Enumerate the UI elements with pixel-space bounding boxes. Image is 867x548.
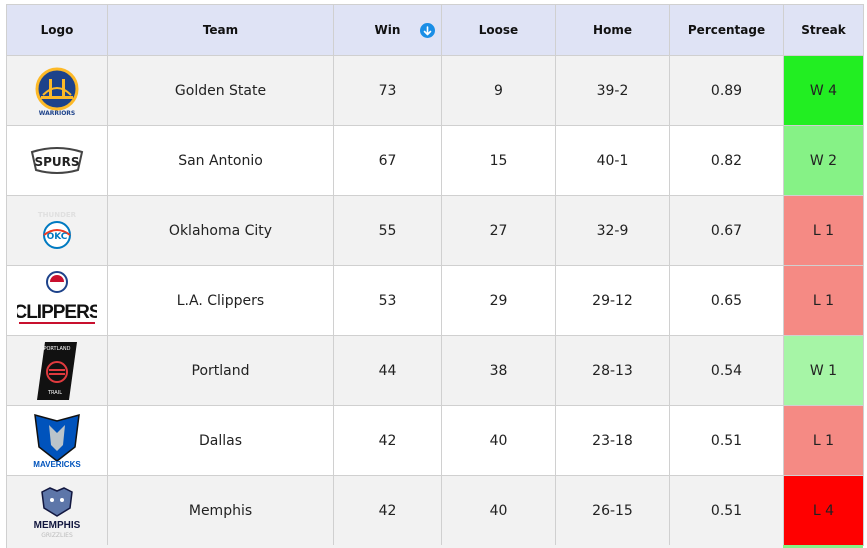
percentage-cell: 0.51 [669, 405, 784, 476]
logo-cell: CLIPPERS [6, 265, 108, 336]
home-cell: 26-15 [555, 475, 670, 546]
team-cell: Portland [107, 335, 334, 406]
column-header-streak[interactable]: Streak [783, 4, 864, 56]
column-header-label: Logo [40, 23, 74, 37]
next-row-cells [6, 545, 784, 548]
loose-cell: 40 [441, 475, 556, 546]
table-row[interactable]: SPURS San Antonio 67 15 40-1 0.82 W 2 [6, 125, 864, 196]
svg-text:SPURS: SPURS [34, 155, 79, 169]
svg-text:CLIPPERS: CLIPPERS [17, 302, 97, 323]
team-cell: Dallas [107, 405, 334, 476]
win-cell: 44 [333, 335, 442, 406]
logo-cell: THUNDER OKC [6, 195, 108, 266]
column-header-loose[interactable]: Loose [441, 4, 556, 56]
loose-cell: 9 [441, 55, 556, 126]
column-header-home[interactable]: Home [555, 4, 670, 56]
svg-text:TRAIL: TRAIL [47, 390, 62, 396]
win-cell: 42 [333, 405, 442, 476]
percentage-cell: 0.67 [669, 195, 784, 266]
column-header-label: Win [374, 23, 401, 37]
home-cell: 28-13 [555, 335, 670, 406]
percentage-cell: 0.51 [669, 475, 784, 546]
table-row[interactable]: PORTLAND TRAIL Portland 44 38 28-13 0.54… [6, 335, 864, 406]
loose-cell: 29 [441, 265, 556, 336]
home-cell: 29-12 [555, 265, 670, 336]
team-cell: Memphis [107, 475, 334, 546]
win-cell: 42 [333, 475, 442, 546]
logo-cell: WARRIORS [6, 55, 108, 126]
win-cell: 55 [333, 195, 442, 266]
svg-text:MAVERICKS: MAVERICKS [33, 460, 81, 469]
streak-cell: L 1 [783, 195, 864, 266]
team-cell: Oklahoma City [107, 195, 334, 266]
svg-text:MEMPHIS: MEMPHIS [34, 520, 81, 531]
svg-text:GRIZZLIES: GRIZZLIES [41, 532, 73, 539]
memphis-grizzlies-logo: MEMPHIS GRIZZLIES [7, 476, 107, 545]
home-cell: 40-1 [555, 125, 670, 196]
streak-cell: W 1 [783, 335, 864, 406]
table-row[interactable]: MAVERICKS Dallas 42 40 23-18 0.51 L 1 [6, 405, 864, 476]
column-header-team[interactable]: Team [107, 4, 334, 56]
win-cell: 73 [333, 55, 442, 126]
column-header-label: Streak [801, 23, 846, 37]
win-cell: 53 [333, 265, 442, 336]
streak-cell: L 4 [783, 475, 864, 546]
dallas-mavericks-logo: MAVERICKS [7, 406, 107, 475]
column-header-label: Percentage [687, 23, 766, 37]
next-row-partial [6, 545, 863, 548]
loose-cell: 15 [441, 125, 556, 196]
header-row: Logo Team Win Loose Home Percentage Stre… [6, 4, 864, 56]
streak-cell: L 1 [783, 405, 864, 476]
column-header-win[interactable]: Win [333, 4, 442, 56]
column-header-label: Loose [478, 23, 519, 37]
table-row[interactable]: WARRIORS Golden State 73 9 39-2 0.89 W 4 [6, 55, 864, 126]
svg-text:PORTLAND: PORTLAND [43, 346, 70, 352]
home-cell: 23-18 [555, 405, 670, 476]
percentage-cell: 0.89 [669, 55, 784, 126]
table-row[interactable]: THUNDER OKC Oklahoma City 55 27 32-9 0.6… [6, 195, 864, 266]
table-row[interactable]: CLIPPERS L.A. Clippers 53 29 29-12 0.65 … [6, 265, 864, 336]
team-cell: San Antonio [107, 125, 334, 196]
percentage-cell: 0.65 [669, 265, 784, 336]
next-row-streak-cell [783, 545, 863, 548]
percentage-cell: 0.54 [669, 335, 784, 406]
logo-cell: MAVERICKS [6, 405, 108, 476]
logo-cell: SPURS [6, 125, 108, 196]
win-cell: 67 [333, 125, 442, 196]
svg-text:OKC: OKC [47, 232, 68, 242]
loose-cell: 40 [441, 405, 556, 476]
streak-cell: W 4 [783, 55, 864, 126]
home-cell: 32-9 [555, 195, 670, 266]
streak-cell: L 1 [783, 265, 864, 336]
streak-cell: W 2 [783, 125, 864, 196]
column-header-percentage[interactable]: Percentage [669, 4, 784, 56]
la-clippers-logo: CLIPPERS [7, 266, 107, 335]
sort-descending-icon[interactable] [420, 23, 435, 38]
logo-cell: MEMPHIS GRIZZLIES [6, 475, 108, 546]
column-header-logo[interactable]: Logo [6, 4, 108, 56]
team-cell: L.A. Clippers [107, 265, 334, 336]
svg-text:THUNDER: THUNDER [38, 211, 77, 219]
san-antonio-spurs-logo: SPURS [7, 126, 107, 195]
loose-cell: 27 [441, 195, 556, 266]
oklahoma-city-thunder-logo: THUNDER OKC [7, 196, 107, 265]
percentage-cell: 0.82 [669, 125, 784, 196]
logo-cell: PORTLAND TRAIL [6, 335, 108, 406]
loose-cell: 38 [441, 335, 556, 406]
column-header-label: Team [202, 23, 239, 37]
home-cell: 39-2 [555, 55, 670, 126]
table-row[interactable]: MEMPHIS GRIZZLIES Memphis 42 40 26-15 0.… [6, 475, 864, 546]
svg-text:WARRIORS: WARRIORS [39, 110, 76, 117]
team-cell: Golden State [107, 55, 334, 126]
portland-trail-blazers-logo: PORTLAND TRAIL [7, 336, 107, 405]
column-header-label: Home [593, 23, 632, 37]
standings-table: Logo Team Win Loose Home Percentage Stre… [6, 4, 864, 546]
golden-state-warriors-logo: WARRIORS [7, 56, 107, 125]
